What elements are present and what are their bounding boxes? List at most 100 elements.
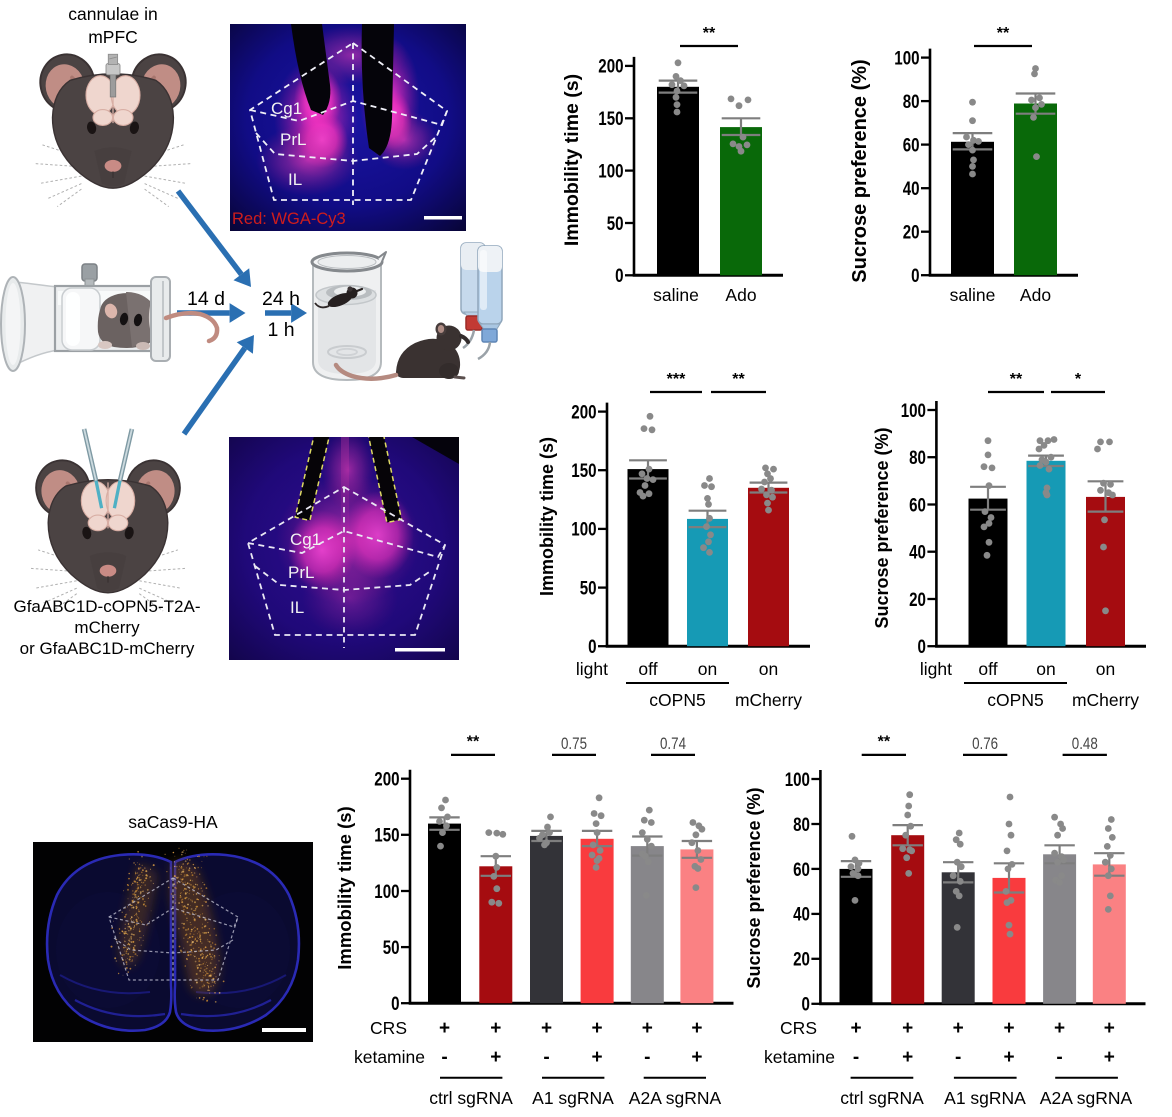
svg-text:40: 40 xyxy=(793,905,810,926)
svg-text:A1 sgRNA: A1 sgRNA xyxy=(944,1088,1026,1108)
svg-text:+: + xyxy=(1003,1018,1014,1039)
svg-text:+: + xyxy=(592,1018,603,1039)
svg-text:mCherry: mCherry xyxy=(735,690,802,710)
svg-text:-: - xyxy=(644,1047,650,1068)
svg-text:+: + xyxy=(691,1047,702,1068)
svg-text:150: 150 xyxy=(598,109,623,130)
svg-text:**: ** xyxy=(997,25,1010,42)
svg-text:cannulae in: cannulae in xyxy=(68,4,158,24)
svg-text:on: on xyxy=(1096,659,1115,679)
svg-text:saline: saline xyxy=(653,285,699,305)
svg-text:80: 80 xyxy=(903,92,920,113)
svg-text:on: on xyxy=(698,659,717,679)
svg-text:A1 sgRNA: A1 sgRNA xyxy=(532,1088,614,1108)
svg-text:+: + xyxy=(902,1018,913,1039)
svg-text:200: 200 xyxy=(374,770,399,791)
svg-text:Sucrose preference (%): Sucrose preference (%) xyxy=(849,59,871,282)
svg-text:0: 0 xyxy=(802,995,810,1016)
svg-text:+: + xyxy=(541,1018,552,1039)
svg-text:***: *** xyxy=(667,371,686,388)
svg-text:cOPN5: cOPN5 xyxy=(649,690,705,710)
svg-text:50: 50 xyxy=(383,938,400,959)
svg-text:A2A sgRNA: A2A sgRNA xyxy=(629,1088,722,1108)
svg-text:CRS: CRS xyxy=(370,1018,407,1038)
svg-text:ctrl sgRNA: ctrl sgRNA xyxy=(429,1088,513,1108)
svg-text:20: 20 xyxy=(909,590,926,611)
svg-text:24 h: 24 h xyxy=(262,288,300,310)
svg-text:-: - xyxy=(543,1047,549,1068)
svg-text:150: 150 xyxy=(571,461,596,482)
svg-text:PrL: PrL xyxy=(280,130,306,149)
svg-text:100: 100 xyxy=(374,882,399,903)
svg-text:0: 0 xyxy=(588,637,596,658)
svg-text:100: 100 xyxy=(901,401,926,422)
svg-text:saCas9-HA: saCas9-HA xyxy=(128,812,218,832)
svg-text:100: 100 xyxy=(571,520,596,541)
svg-text:cOPN5: cOPN5 xyxy=(987,690,1043,710)
svg-text:ketamine: ketamine xyxy=(764,1047,835,1067)
svg-text:ctrl sgRNA: ctrl sgRNA xyxy=(840,1088,924,1108)
svg-text:**: ** xyxy=(703,25,716,42)
svg-text:0: 0 xyxy=(615,266,623,287)
svg-text:+: + xyxy=(1054,1018,1065,1039)
svg-text:-: - xyxy=(441,1047,447,1068)
svg-text:IL: IL xyxy=(288,170,302,189)
svg-text:0.48: 0.48 xyxy=(1072,734,1098,753)
svg-text:+: + xyxy=(1003,1047,1014,1068)
svg-text:100: 100 xyxy=(785,770,810,791)
svg-text:on: on xyxy=(759,659,778,679)
svg-text:+: + xyxy=(490,1047,501,1068)
svg-text:Ado: Ado xyxy=(1020,285,1051,305)
svg-text:60: 60 xyxy=(909,495,926,516)
svg-text:Cg1: Cg1 xyxy=(271,99,302,118)
svg-text:+: + xyxy=(592,1047,603,1068)
svg-text:0: 0 xyxy=(911,266,919,287)
svg-text:light: light xyxy=(920,659,952,679)
svg-text:80: 80 xyxy=(909,448,926,469)
svg-text:IL: IL xyxy=(290,598,304,617)
svg-text:1 h: 1 h xyxy=(267,319,294,341)
svg-text:CRS: CRS xyxy=(780,1018,817,1038)
svg-text:-: - xyxy=(955,1047,961,1068)
svg-text:+: + xyxy=(642,1018,653,1039)
svg-text:40: 40 xyxy=(909,543,926,564)
svg-text:50: 50 xyxy=(580,578,597,599)
svg-text:PrL: PrL xyxy=(288,563,314,582)
svg-text:or GfaABC1D-mCherry: or GfaABC1D-mCherry xyxy=(20,639,195,658)
svg-text:+: + xyxy=(902,1047,913,1068)
svg-text:**: ** xyxy=(467,734,480,751)
svg-text:0: 0 xyxy=(918,637,926,658)
svg-text:100: 100 xyxy=(598,161,623,182)
svg-text:50: 50 xyxy=(607,214,624,235)
svg-text:+: + xyxy=(691,1018,702,1039)
svg-text:40: 40 xyxy=(903,179,920,200)
svg-text:-: - xyxy=(1056,1047,1062,1068)
svg-text:+: + xyxy=(953,1018,964,1039)
svg-text:+: + xyxy=(1104,1047,1115,1068)
svg-text:80: 80 xyxy=(793,815,810,836)
svg-text:GfaABC1D-cOPN5-T2A-: GfaABC1D-cOPN5-T2A- xyxy=(13,597,200,616)
svg-text:mPFC: mPFC xyxy=(88,27,138,47)
svg-text:14 d: 14 d xyxy=(187,288,225,310)
svg-text:0.74: 0.74 xyxy=(660,734,686,753)
svg-text:+: + xyxy=(1104,1018,1115,1039)
svg-text:Ado: Ado xyxy=(725,285,756,305)
svg-text:Red: WGA-Cy3: Red: WGA-Cy3 xyxy=(232,210,346,228)
svg-text:200: 200 xyxy=(598,57,623,78)
svg-text:200: 200 xyxy=(571,402,596,423)
svg-text:60: 60 xyxy=(793,860,810,881)
svg-text:**: ** xyxy=(732,371,745,388)
svg-text:+: + xyxy=(850,1018,861,1039)
svg-text:+: + xyxy=(490,1018,501,1039)
svg-text:light: light xyxy=(576,659,608,679)
svg-text:0.76: 0.76 xyxy=(972,734,998,753)
svg-text:Sucrose preference (%): Sucrose preference (%) xyxy=(872,427,892,628)
svg-text:60: 60 xyxy=(903,136,920,157)
svg-text:20: 20 xyxy=(903,223,920,244)
svg-text:ketamine: ketamine xyxy=(354,1047,425,1067)
svg-text:off: off xyxy=(638,659,657,679)
svg-text:on: on xyxy=(1036,659,1055,679)
svg-text:Immobility time (s): Immobility time (s) xyxy=(537,437,557,596)
svg-text:0: 0 xyxy=(391,994,399,1015)
svg-text:-: - xyxy=(853,1047,859,1068)
